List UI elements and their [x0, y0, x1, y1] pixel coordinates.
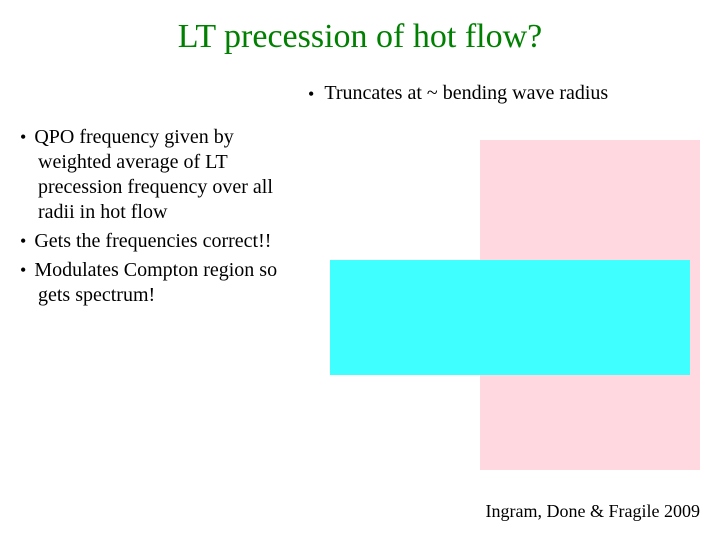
left-column: QPO frequency given by weighted average … [20, 125, 280, 312]
page-title: LT precession of hot flow? [0, 0, 720, 56]
bullet-list: QPO frequency given by weighted average … [20, 125, 280, 308]
figure-area [330, 140, 700, 470]
bullet-item-1: QPO frequency given by weighted average … [20, 125, 280, 225]
citation: Ingram, Done & Fragile 2009 [486, 501, 700, 522]
bullet-item-2: Gets the frequencies correct!! [20, 229, 280, 254]
cyan-rect [330, 260, 690, 375]
bullet-item-3: Modulates Compton region so gets spectru… [20, 258, 280, 308]
top-bullet-text: Truncates at ~ bending wave radius [324, 82, 608, 104]
top-bullet: • Truncates at ~ bending wave radius [308, 82, 608, 105]
bullet-dot: • [308, 84, 314, 104]
